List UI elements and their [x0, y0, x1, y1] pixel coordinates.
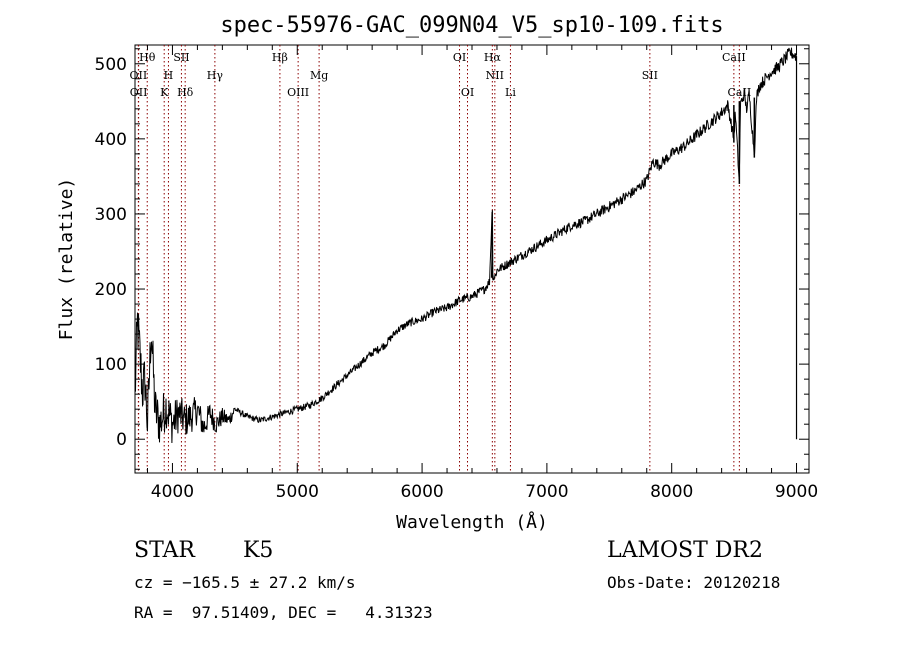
line-label: OII: [130, 86, 148, 99]
spectrum-line: [134, 47, 797, 444]
line-label: Li: [505, 86, 516, 99]
line-label: OIII: [287, 86, 309, 99]
redshift-velocity-line: cz = −165.5 ± 27.2 km/s: [134, 573, 356, 592]
survey-label: LAMOST DR2: [607, 538, 763, 563]
line-label: Hγ: [207, 69, 224, 82]
spectrum-series: [134, 47, 798, 444]
line-label: K: [160, 86, 169, 99]
line-label: OI: [453, 51, 466, 64]
line-label: OII: [130, 69, 148, 82]
object-subclass-label: K5: [243, 538, 274, 563]
x-axis-ticks: 4000 5000 6000 7000 8000 9000: [146, 45, 818, 502]
line-label: NII: [486, 69, 504, 82]
object-class-label: STAR: [134, 538, 195, 563]
coordinates-line: RA = 97.51409, DEC = 4.31323: [134, 603, 433, 622]
x-tick-label: 6000: [400, 482, 443, 502]
x-tick-label: 4000: [151, 482, 194, 502]
y-tick-label: 0: [116, 430, 127, 450]
y-tick-label: 200: [95, 280, 127, 300]
line-label: Hβ: [272, 51, 288, 64]
x-tick-label: 9000: [775, 482, 818, 502]
line-label: SII: [642, 69, 658, 82]
plot-frame: [134, 44, 810, 474]
y-tick-label: 300: [95, 205, 127, 225]
x-tick-label: 8000: [650, 482, 693, 502]
chart-title: spec-55976-GAC_099N04_V5_sp10-109.fits: [220, 13, 723, 38]
y-tick-label: 400: [95, 130, 127, 150]
line-label: OI: [461, 86, 474, 99]
spectral-line-markers: [137, 45, 740, 473]
line-label: SII: [173, 51, 189, 64]
line-label: Hδ: [177, 86, 194, 99]
x-tick-label: 5000: [276, 482, 319, 502]
line-label: Hθ: [139, 51, 156, 64]
x-axis-label: Wavelength (Å): [396, 511, 548, 533]
line-label: Hα: [484, 51, 502, 64]
y-tick-label: 100: [95, 355, 127, 375]
observation-date: Obs-Date: 20120218: [607, 573, 781, 592]
y-axis-label: Flux (relative): [56, 178, 77, 341]
halpha-emission: [490, 210, 494, 278]
x-tick-label: 7000: [525, 482, 568, 502]
line-label: H: [164, 69, 174, 82]
y-axis-ticks: 0 100 200 300 400 500: [95, 48, 809, 470]
y-tick-label: 500: [95, 55, 127, 75]
line-label: CaII: [722, 51, 746, 64]
line-label: Mg: [310, 69, 328, 82]
